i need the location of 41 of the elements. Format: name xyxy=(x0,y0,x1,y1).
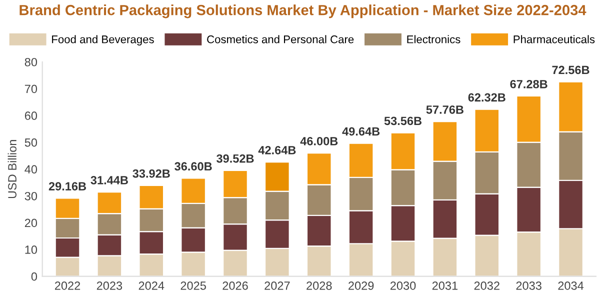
legend-label: Pharmaceuticals xyxy=(514,35,595,44)
legend-label: Food and Beverages xyxy=(52,35,154,46)
x-tick-label: 2030 xyxy=(390,282,416,290)
total-label: 29.16B xyxy=(48,182,86,190)
total-label: 39.52B xyxy=(216,154,254,163)
x-tick-label: 2024 xyxy=(138,282,164,290)
x-tick-label: 2031 xyxy=(432,282,458,290)
total-label: 31.44B xyxy=(90,176,128,184)
chart-title: Brand Centric Packaging Solutions Market By Application - Market Size 2022-2034 xyxy=(20,4,586,18)
y-tick-label: 0 xyxy=(31,272,38,281)
total-label: 62.32B xyxy=(468,93,506,102)
y-tick-label: 50 xyxy=(24,138,38,147)
x-tick-label: 2034 xyxy=(558,282,584,290)
y-tick-label: 20 xyxy=(24,218,38,228)
y-tick-label: 40 xyxy=(24,165,38,174)
x-tick-label: 2023 xyxy=(96,282,122,290)
x-tick-label: 2028 xyxy=(306,282,332,290)
x-tick-label: 2022 xyxy=(54,282,80,290)
total-label: 57.76B xyxy=(426,105,464,114)
y-tick-label: 80 xyxy=(24,58,38,66)
total-label: 46.00B xyxy=(300,136,338,146)
total-label: 49.64B xyxy=(342,127,380,136)
legend-label: Cosmetics and Personal Care xyxy=(207,35,354,44)
x-tick-label: 2029 xyxy=(348,282,374,290)
x-tick-label: 2027 xyxy=(264,282,290,290)
y-tick-label: 60 xyxy=(24,112,38,120)
total-label: 67.28B xyxy=(510,80,548,88)
total-label: 33.92B xyxy=(132,169,170,178)
x-tick-label: 2025 xyxy=(180,282,206,290)
y-tick-label: 10 xyxy=(25,246,38,254)
total-label: 36.60B xyxy=(174,162,212,171)
total-label: 53.56B xyxy=(384,116,422,126)
total-label: 42.64B xyxy=(258,146,296,154)
legend-label: Electronics xyxy=(407,35,460,44)
y-axis-title: USD Billion xyxy=(8,140,16,198)
x-tick-label: 2033 xyxy=(516,282,542,290)
x-tick-label: 2026 xyxy=(222,282,248,290)
x-tick-label: 2032 xyxy=(474,282,500,290)
y-tick-label: 70 xyxy=(24,84,38,94)
y-tick-label: 30 xyxy=(24,192,38,200)
total-label: 72.56B xyxy=(552,66,590,74)
